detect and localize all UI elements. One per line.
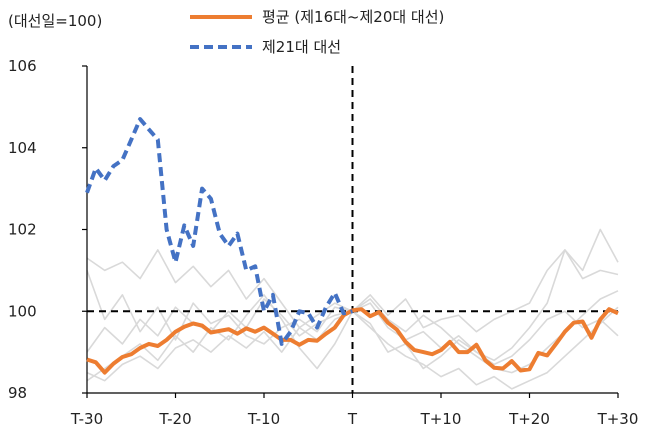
series-line-21st-election	[85, 117, 353, 346]
x-tick-label: T+10	[420, 410, 462, 428]
x-tick-label: T+30	[597, 410, 639, 428]
x-tick-label: T-30	[70, 410, 103, 428]
y-unit-label: (대선일=100)	[8, 12, 102, 30]
legend-label-current: 제21대 대선	[262, 38, 341, 56]
x-tick-label: T	[347, 410, 358, 428]
x-tick-label: T-20	[158, 410, 191, 428]
axes	[82, 65, 619, 398]
y-tick-label: 102	[8, 221, 37, 239]
legend-label-average: 평균 (제16대~제20대 대선)	[262, 8, 444, 26]
y-tick-label: 106	[8, 57, 37, 75]
x-tick-label: T+20	[508, 410, 550, 428]
y-tick-label: 104	[8, 139, 37, 157]
x-tick-label: T-10	[247, 410, 280, 428]
tick-labels: 98 100 102 104 106 T-30 T-20 T-10 T T+10 T+20 T+30	[8, 57, 638, 428]
y-tick-label: 98	[8, 384, 27, 402]
series-lines	[85, 117, 619, 375]
legend: 평균 (제16대~제20대 대선) 제21대 대선	[190, 8, 444, 56]
y-tick-label: 100	[8, 302, 37, 320]
series-line-average	[86, 307, 619, 375]
